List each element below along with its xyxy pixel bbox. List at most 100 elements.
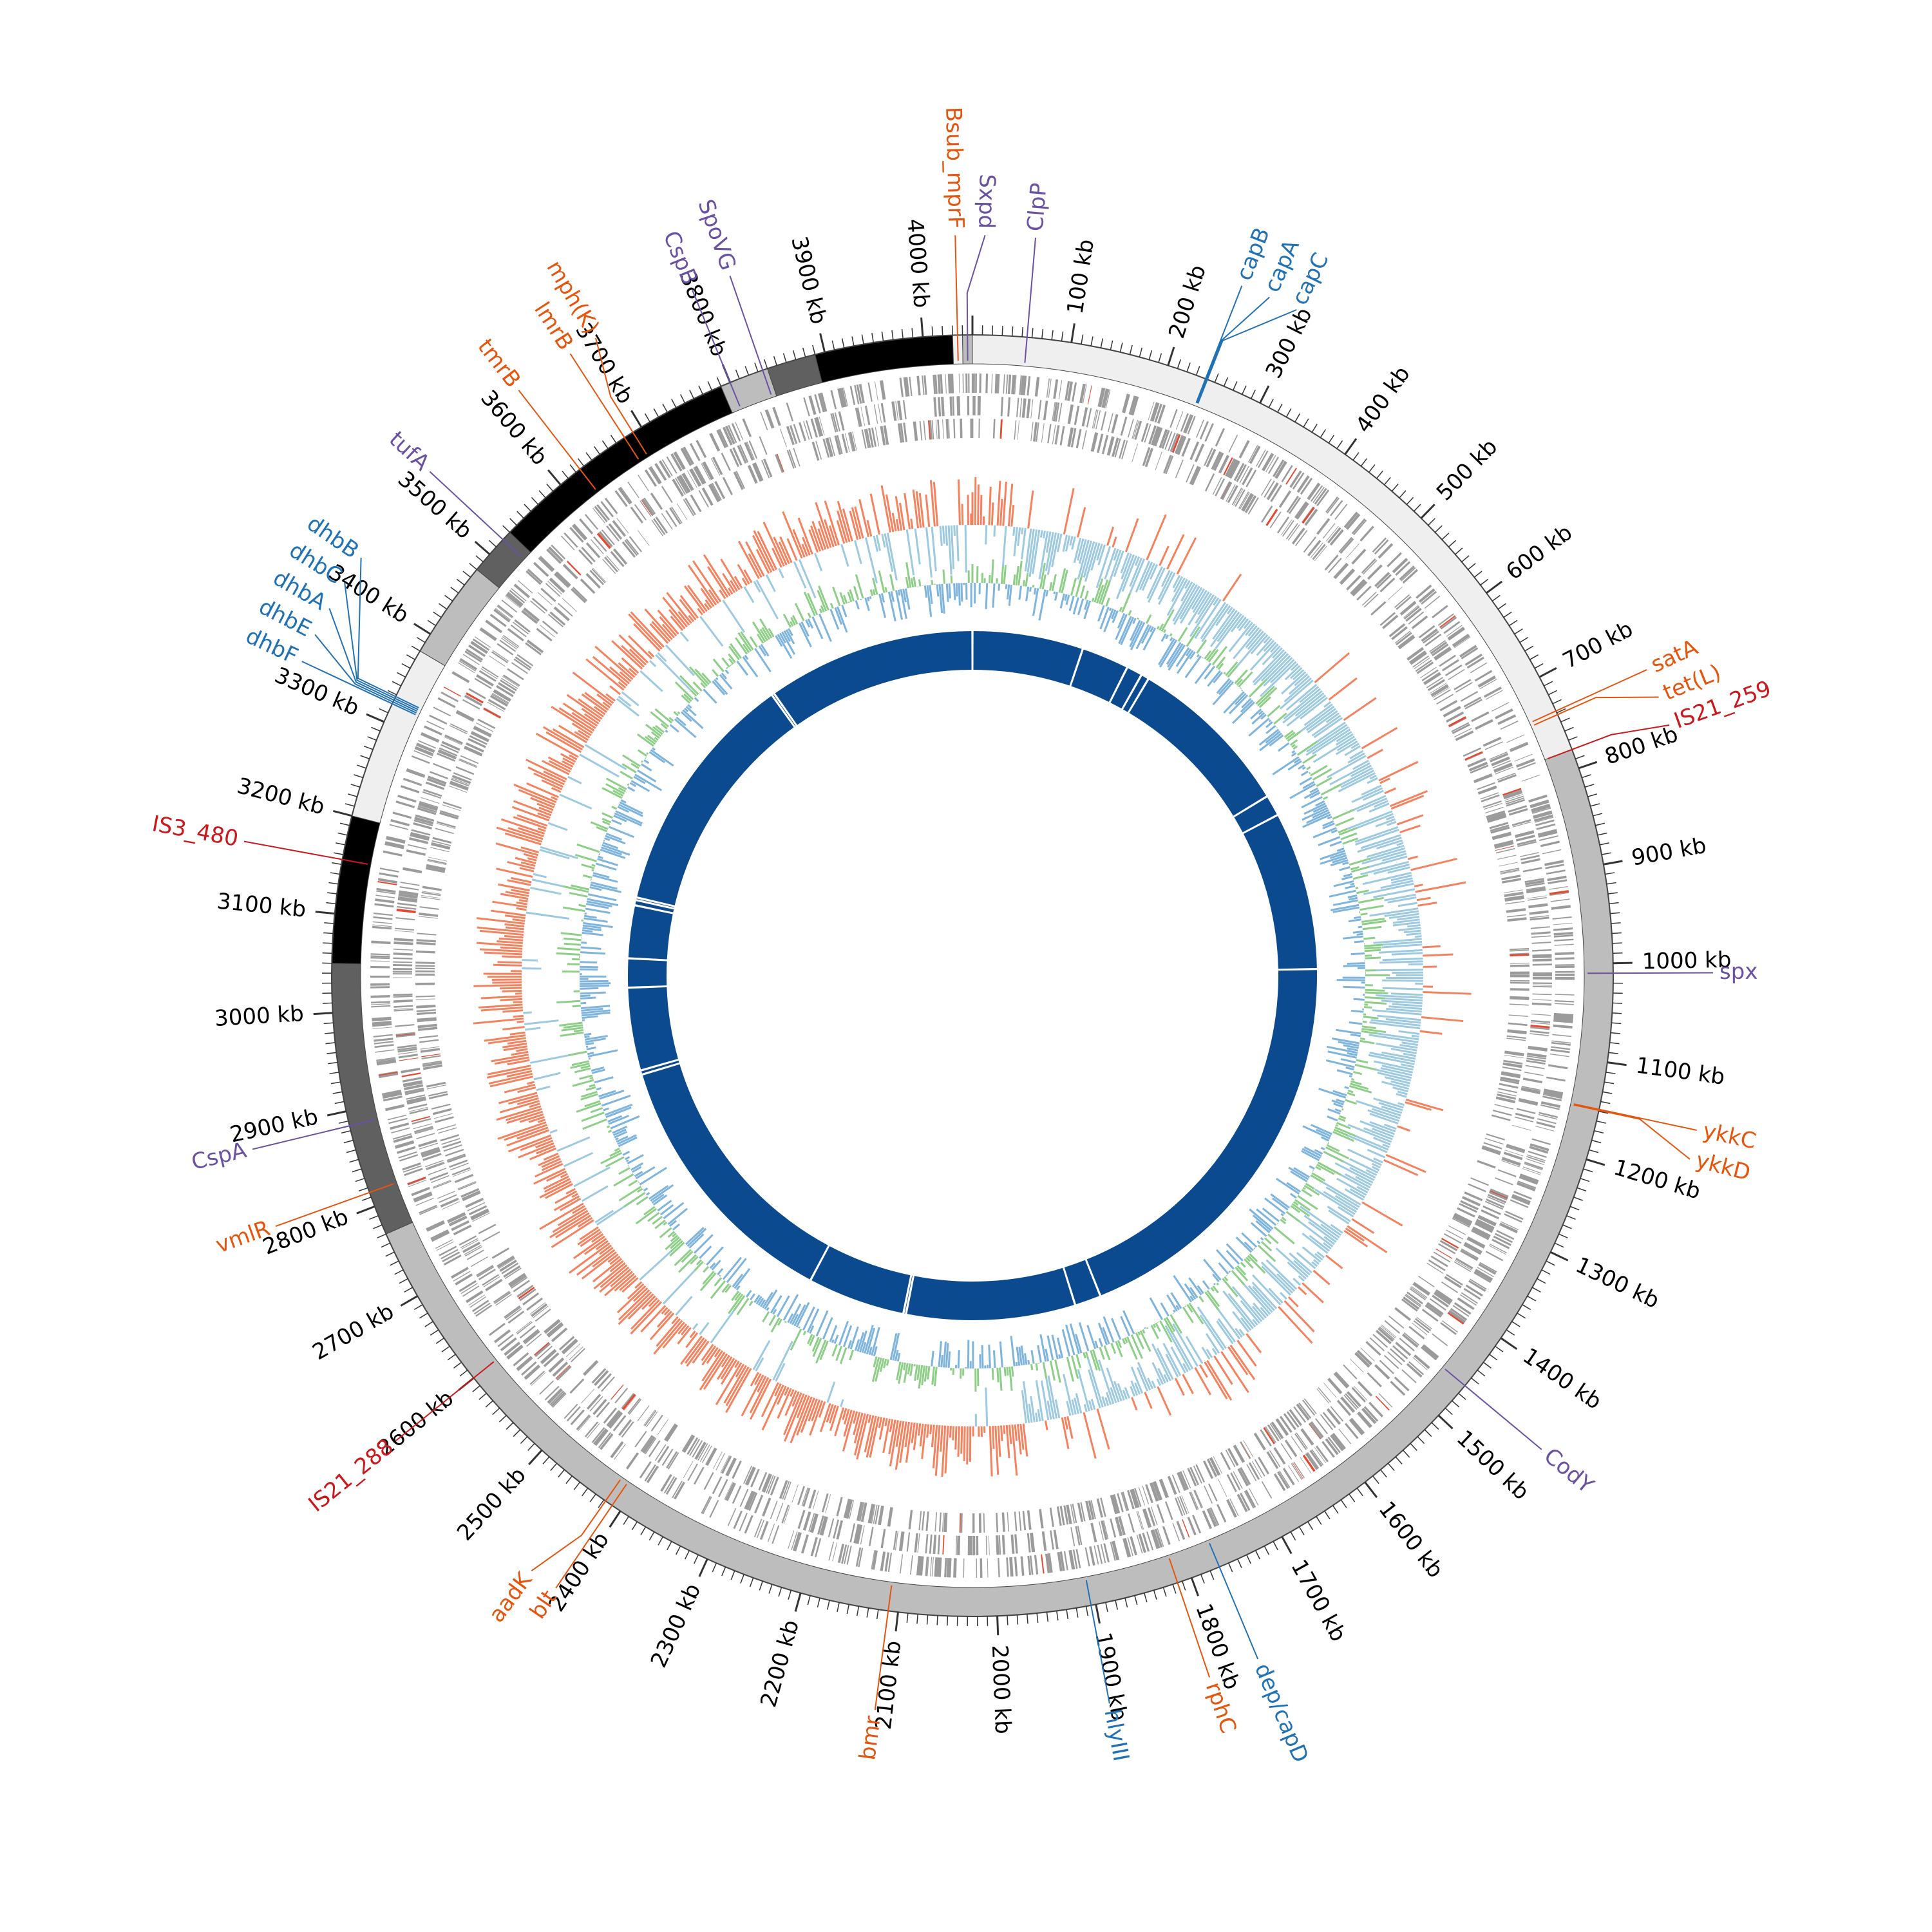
gc-skew-bar [517,1086,536,1094]
minor-tick [936,1615,938,1625]
gc-skew-bar [640,1305,667,1333]
cds-feature [1206,448,1217,468]
cds-feature [828,1518,835,1538]
gc-content-bar [1293,745,1298,750]
cds-feature [1543,1090,1563,1096]
cds-feature [1501,1071,1521,1077]
cds-feature [929,420,933,440]
gc-content-bar [1310,764,1328,777]
cds-feature [1532,949,1552,952]
gc-skew-bar [960,1426,963,1454]
minor-tick [343,1139,354,1144]
gc-skew-bar [1076,538,1084,561]
cds-feature [467,1202,486,1211]
cds-feature [1510,980,1530,982]
gc-skew-bar [592,1258,623,1283]
gc-skew-bar [716,1356,733,1380]
gc-content-bar [582,929,593,933]
gc-content-bar [1335,1124,1338,1127]
cds-feature [1280,519,1293,536]
cds-feature [1208,1483,1218,1502]
gc-skew-bar [584,744,627,770]
cds-feature [764,410,773,429]
gc-content-bar [1083,600,1092,620]
cds-feature [442,1141,462,1149]
cds-feature [546,1322,563,1337]
cds-feature [1267,1424,1280,1442]
gc-skew-bar [680,1325,690,1336]
cds-feature [1500,867,1519,873]
cds-feature [1187,1468,1197,1487]
cds-feature [540,1349,556,1364]
gc-skew-bar [1083,1412,1097,1459]
gc-content-bar [1202,1280,1210,1290]
major-tick [1420,504,1435,519]
cds-feature [578,1416,591,1431]
cds-feature [1390,1381,1406,1396]
gc-content-bar [996,578,998,584]
cds-feature [1446,712,1464,722]
cds-feature [1288,1465,1300,1482]
gc-skew-bar [1038,531,1049,580]
cds-feature [1439,1240,1458,1251]
cds-feature [518,580,533,594]
cds-feature [395,800,415,808]
gc-skew-bar [985,525,988,545]
cds-feature [1495,708,1513,719]
minor-tick [1311,424,1318,433]
minor-tick [488,540,497,547]
gc-skew-bar [1156,1347,1174,1380]
cds-feature [1548,1064,1568,1070]
cds-feature [819,1516,826,1535]
gc-content-bar [584,1100,601,1108]
gc-skew-bar [543,1175,569,1190]
gc-content-bar [1084,591,1089,600]
gc-skew-bar [1376,1042,1417,1052]
gc-skew-bar [1028,1403,1033,1423]
cds-feature [1424,674,1441,685]
cds-feature [522,1329,540,1343]
cds-feature [1407,648,1425,661]
gc-content-bar [1150,1325,1159,1340]
position-tick-label: 1000 kb [1642,947,1731,975]
gc-skew-bar [1367,748,1384,759]
cds-feature [1544,860,1564,865]
gc-content-bar [1117,1340,1122,1349]
cds-feature [1072,382,1077,402]
minor-tick [942,326,943,336]
gc-content-bar [1037,1345,1042,1363]
cds-feature [383,1094,402,1099]
gc-skew-bar [737,564,750,585]
gc-content-bar [1349,896,1358,901]
cds-feature [949,1558,952,1578]
minor-tick [768,1584,773,1594]
cds-feature [1179,1495,1188,1515]
gc-content-bar [1189,651,1196,660]
gc-content-bar [1359,1039,1375,1045]
cds-feature [618,488,631,505]
cds-feature [611,1384,624,1400]
gc-skew-bar [1146,514,1167,561]
gc-content-bar [618,1186,642,1202]
cds-feature [600,501,614,518]
cds-feature [404,1087,424,1092]
gc-content-bar [1005,584,1008,589]
gc-skew-bar [516,907,527,911]
gc-skew-bar [1251,1282,1278,1309]
cds-feature [504,1306,522,1320]
cds-feature [1479,1262,1497,1273]
gc-skew-bar [671,1316,679,1325]
minor-tick [562,470,569,479]
cds-feature [1408,650,1426,664]
cds-feature [1434,646,1451,659]
cds-feature [413,1191,432,1201]
cds-feature [1451,722,1470,732]
minor-tick [1582,774,1591,779]
gc-skew-bar [670,615,684,631]
gc-skew-bar [1021,527,1024,535]
cds-feature [1529,1146,1549,1154]
cds-feature [441,741,460,751]
gc-skew-bar [502,1026,525,1031]
gc-content-bar [1231,701,1255,724]
cds-feature [504,1305,520,1318]
